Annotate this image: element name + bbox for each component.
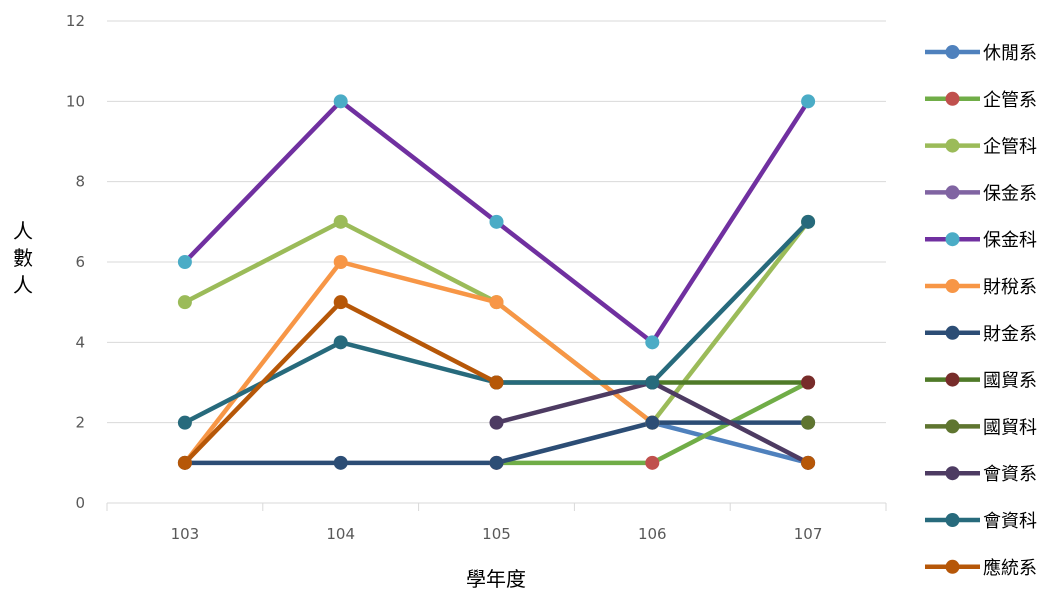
series-11-point bbox=[333, 335, 348, 350]
series-5-point bbox=[801, 94, 816, 109]
series-5-point bbox=[333, 94, 348, 109]
legend-label: 保金系 bbox=[983, 183, 1037, 204]
legend-entry: 財稅系 bbox=[925, 277, 1037, 298]
legend-entry: 企管系 bbox=[925, 90, 1037, 111]
y-tick-label: 10 bbox=[66, 92, 85, 110]
legend-label: 會資科 bbox=[983, 511, 1037, 532]
y-tick-label: 6 bbox=[75, 253, 85, 271]
legend-label: 企管科 bbox=[983, 137, 1037, 158]
series-11-point bbox=[177, 415, 192, 430]
series-8-point bbox=[801, 375, 816, 390]
series-7-point bbox=[645, 415, 660, 430]
y-axis-title-char-2: 數 bbox=[13, 246, 33, 270]
series-5-point bbox=[489, 214, 504, 229]
legend-marker-swatch bbox=[945, 279, 960, 293]
legend-marker-swatch bbox=[945, 45, 960, 59]
legend-marker-swatch bbox=[945, 325, 960, 340]
y-axis-title-char-1: 人 bbox=[13, 219, 33, 243]
legend-marker-swatch bbox=[945, 466, 960, 481]
legend-entry: 國貿科 bbox=[925, 417, 1037, 438]
series-5-point bbox=[177, 255, 192, 269]
series-3-point bbox=[333, 214, 348, 229]
series-7-point bbox=[333, 455, 348, 470]
legend-marker-swatch bbox=[945, 372, 960, 387]
y-tick-label: 12 bbox=[66, 12, 85, 30]
y-tick-label: 0 bbox=[75, 494, 85, 512]
series-6-point bbox=[333, 255, 348, 269]
legend-marker-swatch bbox=[945, 91, 960, 106]
x-tick-label: 104 bbox=[326, 525, 355, 543]
legend-entry: 會資系 bbox=[925, 464, 1037, 485]
y-tick-label: 2 bbox=[75, 414, 85, 432]
legend-label: 財稅系 bbox=[983, 277, 1037, 298]
legend-label: 會資系 bbox=[983, 464, 1037, 485]
legend-entry: 休閒系 bbox=[925, 43, 1037, 64]
series-5-point bbox=[645, 335, 660, 350]
x-tick-label: 106 bbox=[638, 525, 667, 543]
y-axis-title-char-3: 人 bbox=[13, 273, 33, 297]
axes bbox=[106, 502, 887, 511]
series-line-3 bbox=[182, 219, 811, 425]
x-tick-label: 105 bbox=[482, 525, 511, 543]
legend-label: 財金系 bbox=[983, 324, 1037, 345]
series-10-point bbox=[489, 415, 504, 430]
legend-label: 應統系 bbox=[983, 557, 1037, 579]
legend-label: 休閒系 bbox=[983, 43, 1037, 64]
legend-entry: 財金系 bbox=[925, 324, 1037, 345]
series-2-point bbox=[645, 455, 660, 470]
legend-marker-swatch bbox=[945, 185, 960, 200]
series-9-point bbox=[801, 415, 816, 430]
series-12-point bbox=[489, 375, 504, 390]
legend-marker-swatch bbox=[945, 419, 960, 434]
series-3-point bbox=[177, 295, 192, 310]
legend-entry: 國貿系 bbox=[925, 371, 1037, 392]
legend-label: 企管系 bbox=[983, 90, 1037, 111]
series-6-point bbox=[489, 295, 504, 310]
series-lines bbox=[182, 99, 811, 466]
x-tick-label: 107 bbox=[794, 525, 823, 543]
series-line-12 bbox=[182, 299, 499, 466]
series-7-point bbox=[489, 455, 504, 470]
series-11-point bbox=[645, 375, 660, 390]
series-12-point bbox=[177, 455, 192, 470]
legend-label: 保金科 bbox=[983, 230, 1037, 251]
legend-marker-swatch bbox=[945, 513, 960, 527]
y-axis-title: 人 數 人 bbox=[13, 219, 33, 297]
legend-label: 國貿系 bbox=[983, 371, 1037, 392]
series-12-point bbox=[333, 295, 348, 310]
legend-entry: 應統系 bbox=[925, 557, 1037, 579]
legend-entry: 企管科 bbox=[925, 137, 1037, 158]
series-line-6 bbox=[182, 259, 655, 466]
series-line-1 bbox=[650, 420, 811, 466]
series-11-point bbox=[801, 214, 816, 229]
y-tick-labels: 0 2 4 6 8 10 12 bbox=[66, 12, 85, 512]
series-12-point bbox=[801, 455, 816, 470]
legend-entry: 保金科 bbox=[925, 230, 1037, 251]
x-tick-label: 103 bbox=[171, 525, 200, 543]
x-axis-title: 學年度 bbox=[466, 567, 526, 591]
y-tick-label: 4 bbox=[75, 333, 85, 351]
y-tick-label: 8 bbox=[75, 173, 85, 191]
legend-entry: 會資科 bbox=[925, 511, 1037, 532]
x-tick-labels: 103 104 105 106 107 bbox=[171, 525, 823, 543]
series-markers bbox=[177, 94, 816, 470]
legend-marker-swatch bbox=[945, 559, 960, 574]
legend-marker-swatch bbox=[945, 138, 960, 153]
legend-label: 國貿科 bbox=[983, 417, 1037, 438]
legend-marker-swatch bbox=[945, 232, 960, 247]
legend-entry: 保金系 bbox=[925, 183, 1037, 204]
